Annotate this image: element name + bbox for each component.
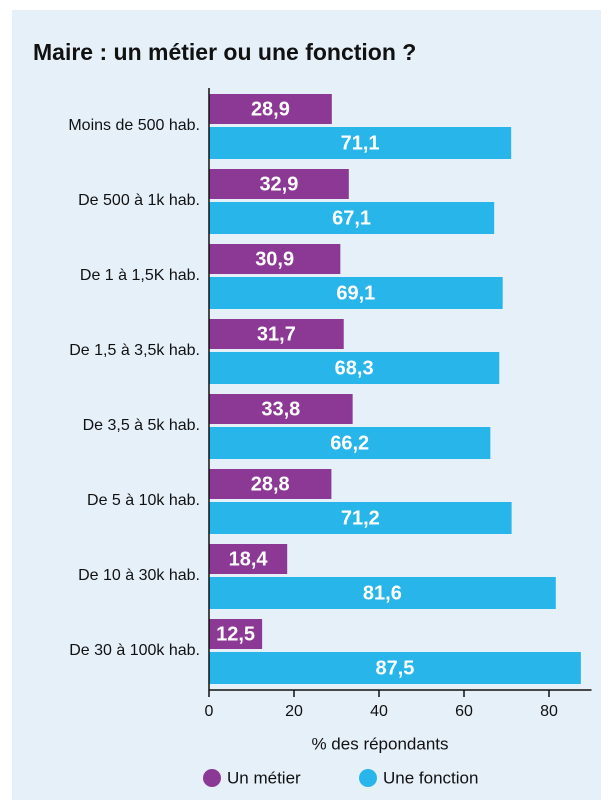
bar xyxy=(209,394,353,424)
value-label: 32,9 xyxy=(259,173,298,195)
value-label: 12,5 xyxy=(216,623,255,645)
x-tick-label: 0 xyxy=(205,703,214,720)
legend-label: Un métier xyxy=(227,768,301,787)
value-label: 28,9 xyxy=(251,98,290,120)
chart-title: Maire : un métier ou une fonction ? xyxy=(33,39,416,65)
legend-marker xyxy=(359,769,377,787)
value-label: 18,4 xyxy=(229,548,269,570)
value-label: 68,3 xyxy=(335,357,374,379)
bar xyxy=(209,127,512,159)
bar xyxy=(209,544,288,574)
value-label: 33,8 xyxy=(261,398,300,420)
bar xyxy=(209,202,495,234)
value-label: 87,5 xyxy=(375,657,414,679)
category-label: De 500 à 1k hab. xyxy=(78,192,200,209)
bar xyxy=(209,577,556,609)
value-label: 28,8 xyxy=(251,473,290,495)
x-tick-label: 60 xyxy=(455,703,473,720)
x-tick-label: 20 xyxy=(285,703,303,720)
value-label: 30,9 xyxy=(255,248,294,270)
legend-marker xyxy=(203,769,221,787)
category-label: De 10 à 30k hab. xyxy=(78,567,200,584)
x-axis-label: % des répondants xyxy=(311,734,448,753)
bar xyxy=(209,352,500,384)
value-label: 31,7 xyxy=(257,323,296,345)
value-label: 71,2 xyxy=(341,507,380,529)
value-label: 81,6 xyxy=(363,582,402,604)
bar xyxy=(209,652,581,684)
category-label: Moins de 500 hab. xyxy=(68,117,200,134)
category-label: De 1 à 1,5K hab. xyxy=(80,267,200,284)
bar xyxy=(209,502,512,534)
value-label: 67,1 xyxy=(332,207,371,229)
category-label: De 30 à 100k hab. xyxy=(69,642,200,659)
category-label: De 1,5 à 3,5k hab. xyxy=(69,342,200,359)
value-label: 69,1 xyxy=(336,282,375,304)
bar xyxy=(209,94,332,124)
legend-label: Une fonction xyxy=(383,768,478,787)
bar xyxy=(209,619,263,649)
bar xyxy=(209,169,349,199)
category-label: De 5 à 10k hab. xyxy=(87,492,200,509)
category-label: De 3,5 à 5k hab. xyxy=(83,417,200,434)
bar xyxy=(209,319,344,349)
bar xyxy=(209,427,491,459)
x-tick-label: 80 xyxy=(540,703,558,720)
value-label: 66,2 xyxy=(330,432,369,454)
bar xyxy=(209,277,503,309)
x-tick-label: 40 xyxy=(370,703,388,720)
bar xyxy=(209,469,332,499)
bar xyxy=(209,244,341,274)
value-label: 71,1 xyxy=(341,132,380,154)
